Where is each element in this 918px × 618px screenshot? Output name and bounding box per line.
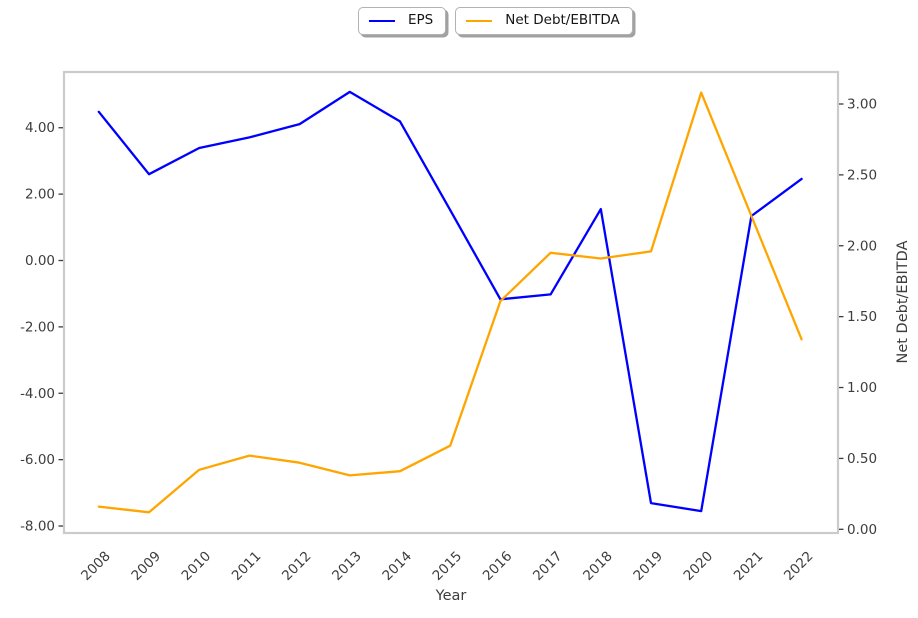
x-axis-tick-label: 2019 (630, 548, 666, 584)
x-axis-tick-label: 2014 (379, 548, 415, 584)
right-axis-tick-label: 2.50 (847, 167, 877, 183)
netdebt-line-sample (466, 20, 493, 22)
plot-frame (62, 70, 840, 535)
x-axis-tick-label: 2015 (430, 548, 466, 584)
left-axis-tick-label: -4.00 (20, 386, 55, 402)
left-axis-tick-label: -8.00 (20, 519, 55, 535)
left-axis-tick-label: 0.00 (25, 253, 55, 269)
x-axis-tick-label: 2018 (580, 548, 616, 584)
left-axis-tick-label: -2.00 (20, 319, 55, 335)
legend-item-netdebt: Net Debt/EBITDA (455, 7, 633, 35)
x-axis-tick-label: 2011 (229, 548, 265, 584)
legend: EPS Net Debt/EBITDA (358, 7, 633, 35)
right-axis-tick-label: 1.00 (847, 380, 877, 396)
x-axis-tick-label: 2017 (530, 548, 566, 584)
x-axis-tick-label: 2021 (731, 548, 767, 584)
x-axis-tick-label: 2009 (128, 548, 164, 584)
legend-item-eps: EPS (358, 7, 447, 35)
x-axis-title: Year (435, 588, 467, 604)
right-axis-tick-label: 3.00 (847, 96, 877, 112)
x-axis-tick-label: 2013 (329, 548, 365, 584)
left-axis-tick-label: 4.00 (25, 120, 55, 136)
right-axis-tick-label: 1.50 (847, 309, 877, 325)
left-axis-tick-label: 2.00 (25, 187, 55, 203)
legend-eps-label: EPS (408, 12, 434, 29)
x-axis-tick-label: 2012 (279, 548, 315, 584)
x-axis-tick-label: 2020 (681, 548, 717, 584)
right-axis-tick-label: 0.00 (847, 522, 877, 538)
eps-line-sample (369, 20, 395, 22)
right-axis-tick-label: 2.00 (847, 238, 877, 254)
eps-line (97, 90, 803, 513)
x-axis-tick-label: 2008 (78, 548, 114, 584)
x-axis-tick-label: 2022 (781, 548, 817, 584)
right-axis-title: Net Debt/EBITDA (895, 240, 911, 363)
legend-netdebt-label: Net Debt/EBITDA (505, 12, 620, 29)
netdebt-line (97, 91, 803, 514)
x-axis-tick-label: 2016 (480, 548, 516, 584)
right-axis-tick-label: 0.50 (847, 451, 877, 467)
x-axis-tick-label: 2010 (179, 548, 215, 584)
left-axis-tick-label: -6.00 (20, 452, 55, 468)
